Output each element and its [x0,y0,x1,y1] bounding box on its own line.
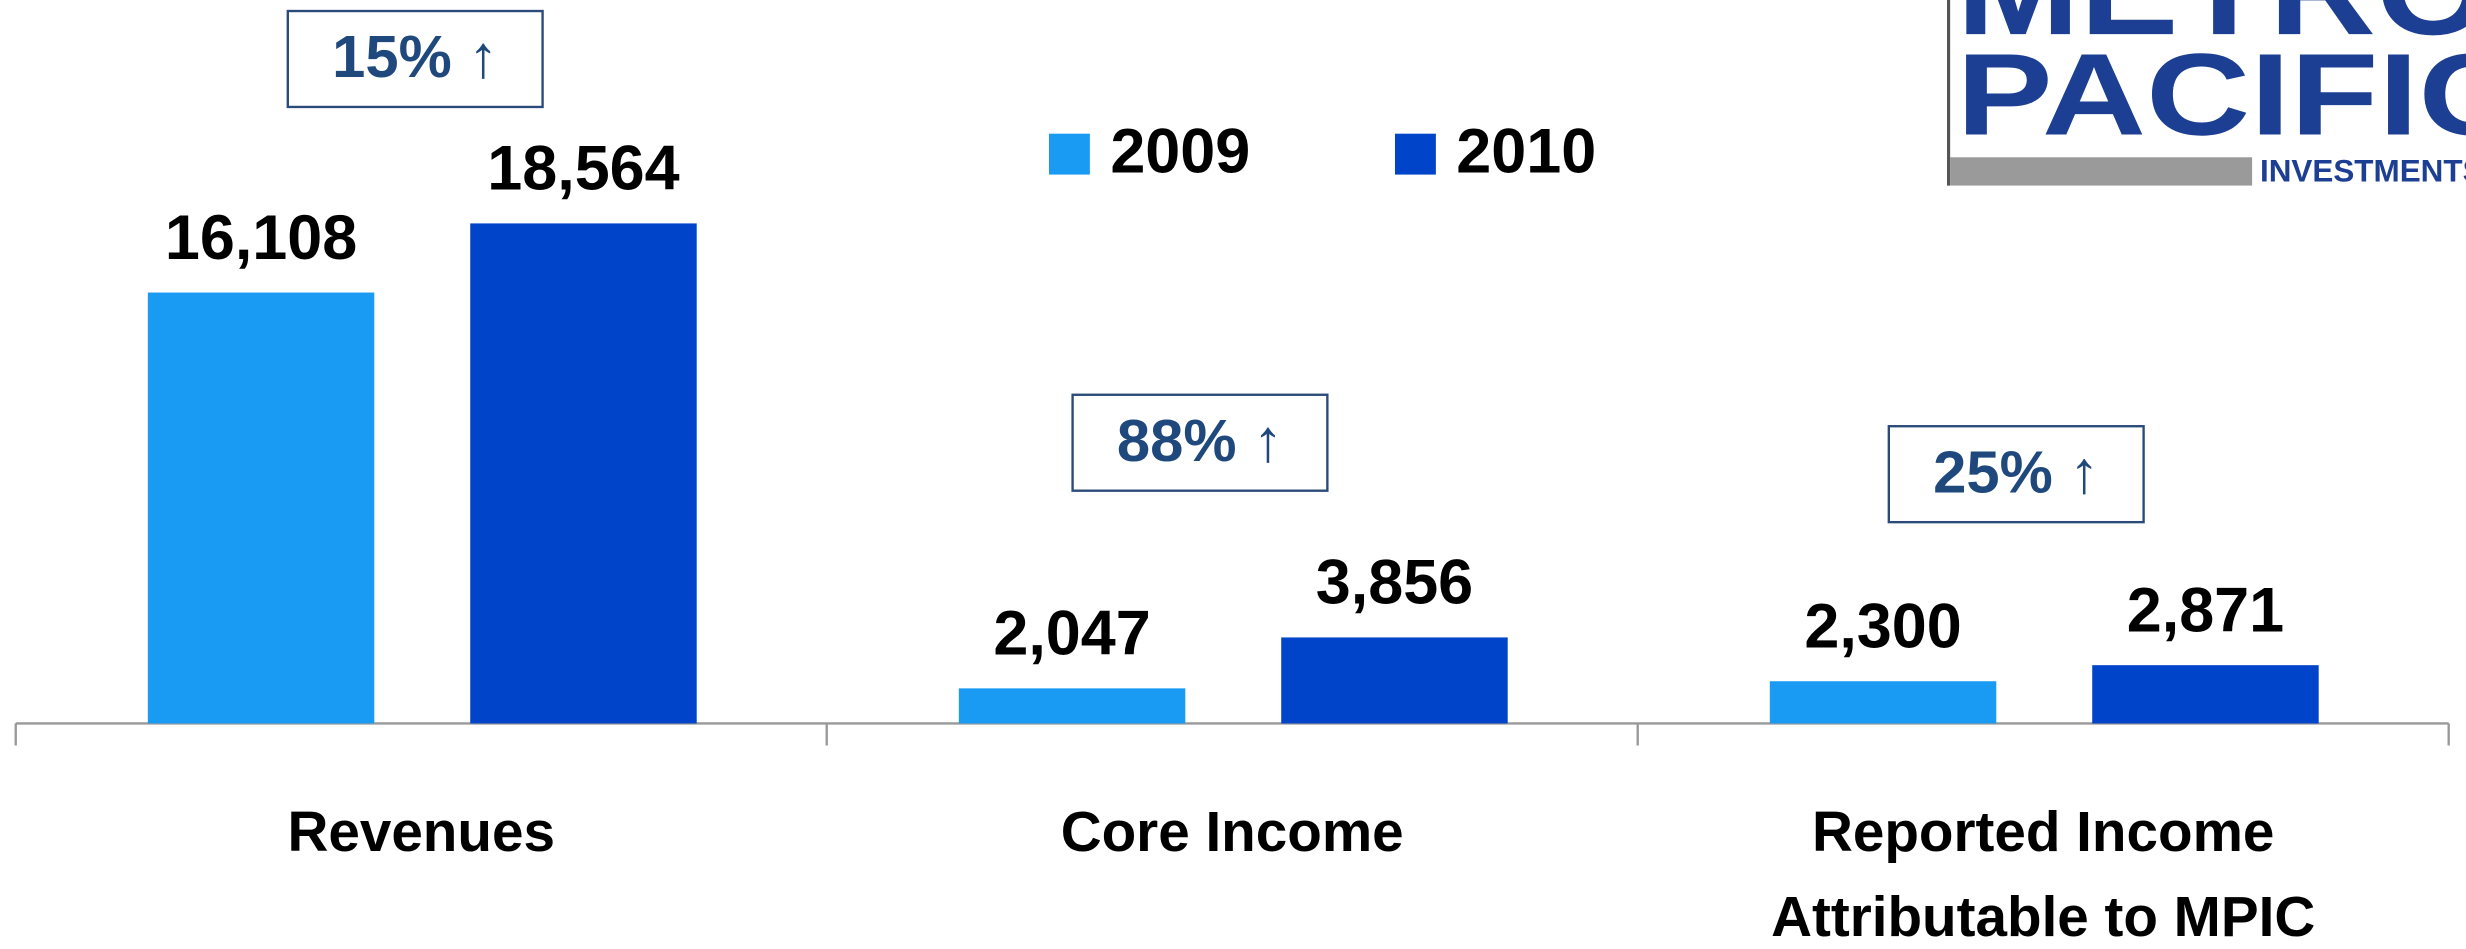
annotation-box [1071,393,1329,492]
x-tick-label: Core Income [1060,798,1404,864]
value-label: 3,856 [1316,548,1473,618]
legend-swatch [1394,133,1436,175]
bar [958,688,1186,724]
x-tick-label: Reported Income Attributable to MPIC [1771,798,2316,949]
legend-label: 2009 [1110,116,1250,186]
bar [470,223,697,724]
annotation: 88% ↑ [1117,407,1283,474]
x-tick-label-box: Revenues [287,798,555,864]
legend-label: 2010 [1456,116,1596,186]
bar [1281,637,1508,724]
logo: METRO PACIFIC INVESTMENTS [1947,0,2466,188]
annotation-box [1887,425,2145,524]
value-label: 2,871 [2127,575,2284,645]
bar [1769,681,1997,724]
x-tick-label: Revenues [287,798,555,864]
annotation: 25% ↑ [1933,438,2099,505]
annotation-box [286,9,544,109]
x-tick-label-box: Reported Income Attributable to MPIC [1771,798,2316,949]
logo-bar [1950,157,2253,186]
logo-text: PACIFIC [1956,30,2466,160]
bar [2092,665,2319,724]
annotation: 15% ↑ [332,23,498,90]
logo-text: METRO [1956,0,2466,62]
value-label: 18,564 [487,134,679,204]
x-tick-label-box: Core Income [1060,798,1404,864]
logo-text: INVESTMENTS [2260,153,2466,188]
value-label: 2,047 [993,599,1150,669]
value-label: 2,300 [1804,592,1961,662]
bar [147,292,375,724]
value-label: 16,108 [165,203,357,273]
legend-swatch [1048,133,1090,175]
